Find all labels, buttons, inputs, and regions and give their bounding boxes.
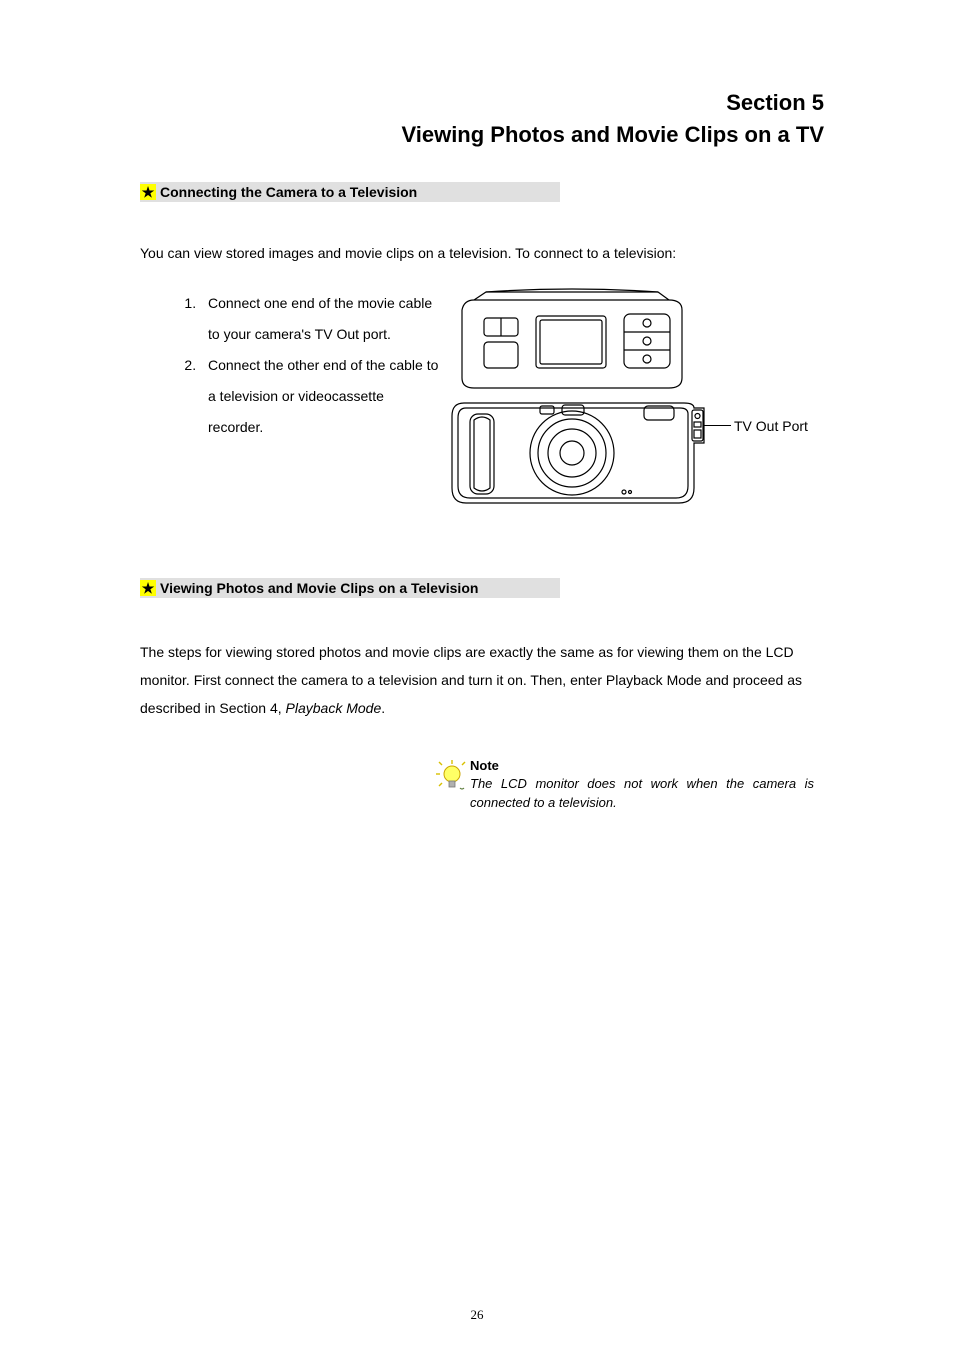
note-title: Note — [470, 758, 814, 773]
camera-figure: TV Out Port — [444, 288, 734, 518]
note-block: Note The LCD monitor does not work when … — [434, 758, 814, 811]
para2-emphasis: Playback Mode — [286, 700, 382, 716]
step-1: Connect one end of the movie cable to yo… — [200, 288, 440, 350]
star-icon: ★ — [140, 184, 156, 200]
star-icon: ★ — [140, 580, 156, 596]
callout-line — [703, 425, 731, 426]
step-2: Connect the other end of the cable to a … — [200, 350, 440, 442]
note-body: The LCD monitor does not work when the c… — [470, 775, 814, 811]
section-label: Section 5 — [140, 90, 824, 116]
para2-post: . — [381, 700, 385, 716]
subheading-text: Connecting the Camera to a Television — [160, 184, 417, 200]
page-number: 26 — [0, 1307, 954, 1323]
section-title: Viewing Photos and Movie Clips on a TV — [140, 122, 824, 148]
paragraph-viewing: The steps for viewing stored photos and … — [140, 638, 824, 722]
camera-illustration — [444, 288, 710, 513]
steps-list: Connect one end of the movie cable to yo… — [140, 288, 440, 442]
intro-paragraph-1: You can view stored images and movie cli… — [140, 242, 824, 264]
tv-out-port-label: TV Out Port — [734, 418, 808, 434]
subheading-viewing: ★ Viewing Photos and Movie Clips on a Te… — [140, 578, 560, 598]
subheading-text: Viewing Photos and Movie Clips on a Tele… — [160, 580, 478, 596]
steps-and-figure: Connect one end of the movie cable to yo… — [140, 288, 824, 518]
document-page: Section 5 Viewing Photos and Movie Clips… — [0, 0, 954, 1351]
subheading-connecting: ★ Connecting the Camera to a Television — [140, 182, 560, 202]
lightbulb-icon — [434, 758, 470, 794]
para2-pre: The steps for viewing stored photos and … — [140, 644, 802, 716]
